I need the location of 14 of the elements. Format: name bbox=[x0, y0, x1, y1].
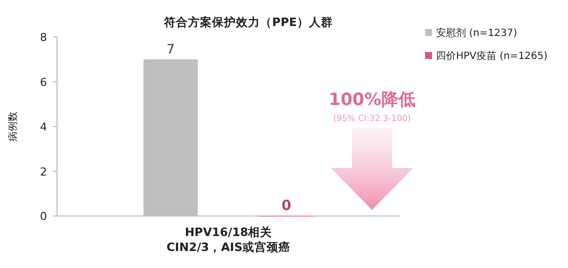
data-label: 0 bbox=[282, 198, 292, 214]
y-tick-label: 4 bbox=[40, 120, 47, 134]
y-axis-title: 病例数 bbox=[7, 112, 19, 142]
annotation: (95% CI:32.3-100) bbox=[333, 114, 411, 124]
legend-label: 安慰剂 (n=1237) bbox=[436, 27, 518, 39]
y-tick-label: 8 bbox=[40, 31, 47, 44]
annotation: 100%降低 bbox=[328, 90, 416, 110]
x-tick-label: HPV16/18相关 CIN2/3，AIS或宫颈癌 bbox=[166, 225, 291, 254]
y-tick-label: 0 bbox=[40, 210, 47, 223]
data-label: 7 bbox=[166, 42, 175, 58]
y-tick-label: 6 bbox=[40, 76, 47, 89]
y-tick-label: 2 bbox=[40, 165, 47, 178]
legend-label: 四价HPV疫苗 (n=1265) bbox=[436, 50, 548, 62]
chart-title: 符合方案保护效力（PPE）人群 bbox=[163, 15, 333, 29]
